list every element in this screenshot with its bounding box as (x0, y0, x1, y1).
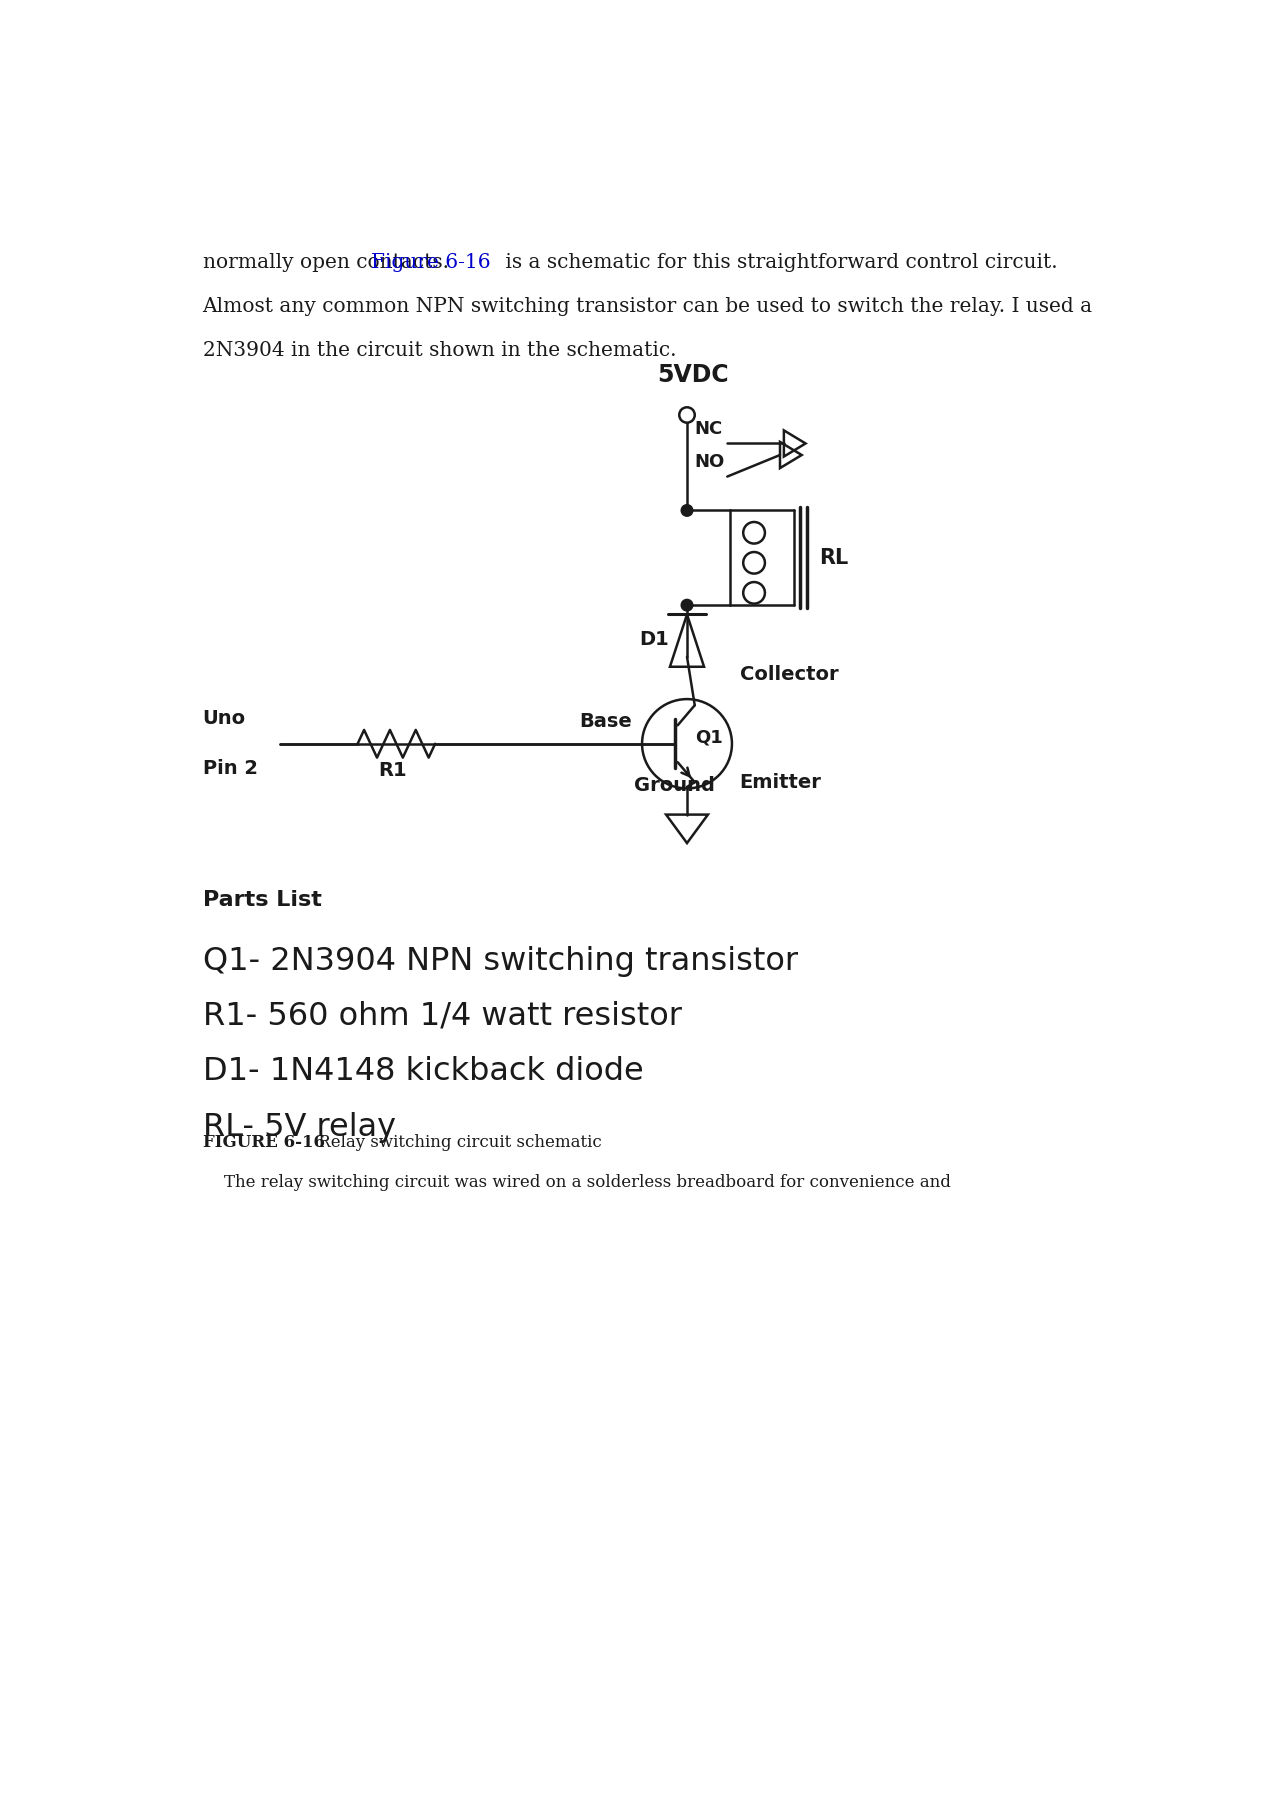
Text: 2N3904 in the circuit shown in the schematic.: 2N3904 in the circuit shown in the schem… (202, 342, 676, 360)
Text: R1- 560 ohm 1/4 watt resistor: R1- 560 ohm 1/4 watt resistor (202, 1000, 682, 1031)
Text: Pin 2: Pin 2 (202, 760, 257, 778)
Text: Q1- 2N3904 NPN switching transistor: Q1- 2N3904 NPN switching transistor (202, 946, 797, 977)
Text: 5VDC: 5VDC (658, 364, 730, 387)
Text: Uno: Uno (202, 709, 246, 729)
Text: D1: D1 (639, 630, 668, 649)
Text: D1- 1N4148 kickback diode: D1- 1N4148 kickback diode (202, 1056, 644, 1087)
Text: Ground: Ground (635, 776, 716, 796)
Text: RL: RL (819, 548, 849, 568)
Circle shape (681, 505, 692, 516)
Text: Figure 6-16: Figure 6-16 (371, 253, 490, 273)
Text: normally open contacts.: normally open contacts. (202, 253, 454, 273)
Text: is a schematic for this straightforward control circuit.: is a schematic for this straightforward … (499, 253, 1059, 273)
Circle shape (681, 599, 692, 611)
Text: R1: R1 (378, 762, 407, 780)
Text: FIGURE 6-16: FIGURE 6-16 (202, 1134, 325, 1151)
Text: Collector: Collector (740, 666, 838, 684)
Text: Parts List: Parts List (202, 890, 321, 910)
Text: Q1: Q1 (695, 729, 722, 747)
Text: The relay switching circuit was wired on a solderless breadboard for convenience: The relay switching circuit was wired on… (202, 1174, 951, 1190)
Text: Base: Base (580, 711, 632, 731)
Text: Relay switching circuit schematic: Relay switching circuit schematic (312, 1134, 602, 1151)
Text: Almost any common NPN switching transistor can be used to switch the relay. I us: Almost any common NPN switching transist… (202, 297, 1093, 317)
Text: NC: NC (695, 420, 723, 438)
Text: Emitter: Emitter (740, 772, 822, 792)
Text: RL- 5V relay: RL- 5V relay (202, 1113, 396, 1143)
Text: NO: NO (695, 454, 724, 470)
